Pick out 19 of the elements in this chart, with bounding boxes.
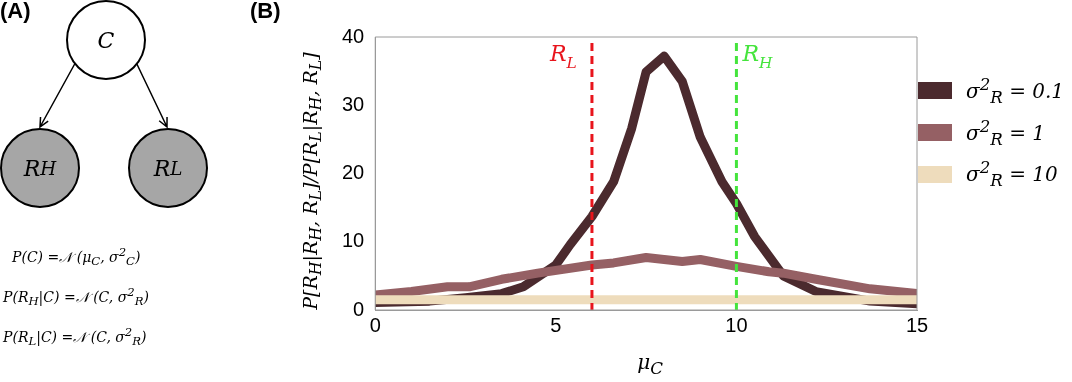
x-tick-label: 10 xyxy=(725,313,748,336)
text: (A) xyxy=(0,0,31,24)
legend-label: σ$^{2}$$_{R}$ = 1 xyxy=(966,116,1046,149)
chart-title: (B) xyxy=(250,0,281,24)
y-tick-label: 20 xyxy=(342,161,365,184)
y-tick-label: 10 xyxy=(342,229,365,252)
text: P(C) =𝒩 (μ$_{C}$, σ$^{2}$$_{C}$) xyxy=(12,245,141,269)
x-tick-label: 15 xyxy=(905,313,929,336)
x-tick-label: 0 xyxy=(369,313,381,336)
legend-label: σ$^{2}$$_{R}$ = 0.1 xyxy=(966,75,1065,107)
y-tick-label: 30 xyxy=(342,92,365,115)
x-axis-title: μ$_{C}$ xyxy=(637,350,663,378)
circle-node: C xyxy=(66,0,146,80)
x-tick-label: 5 xyxy=(550,313,562,336)
legend-label: σ$^{2}$$_{R}$ = 10 xyxy=(966,158,1058,190)
y-tick-label: 40 xyxy=(342,24,365,47)
text: P(R$_{H}$|C) =𝒩 (C, σ$^{2}$$_{R}$) xyxy=(3,285,149,309)
y-tick-label: 0 xyxy=(353,297,365,320)
text: P(R$_{L}$|C) =𝒩 (C, σ$^{2}$$_{R}$) xyxy=(3,325,147,349)
